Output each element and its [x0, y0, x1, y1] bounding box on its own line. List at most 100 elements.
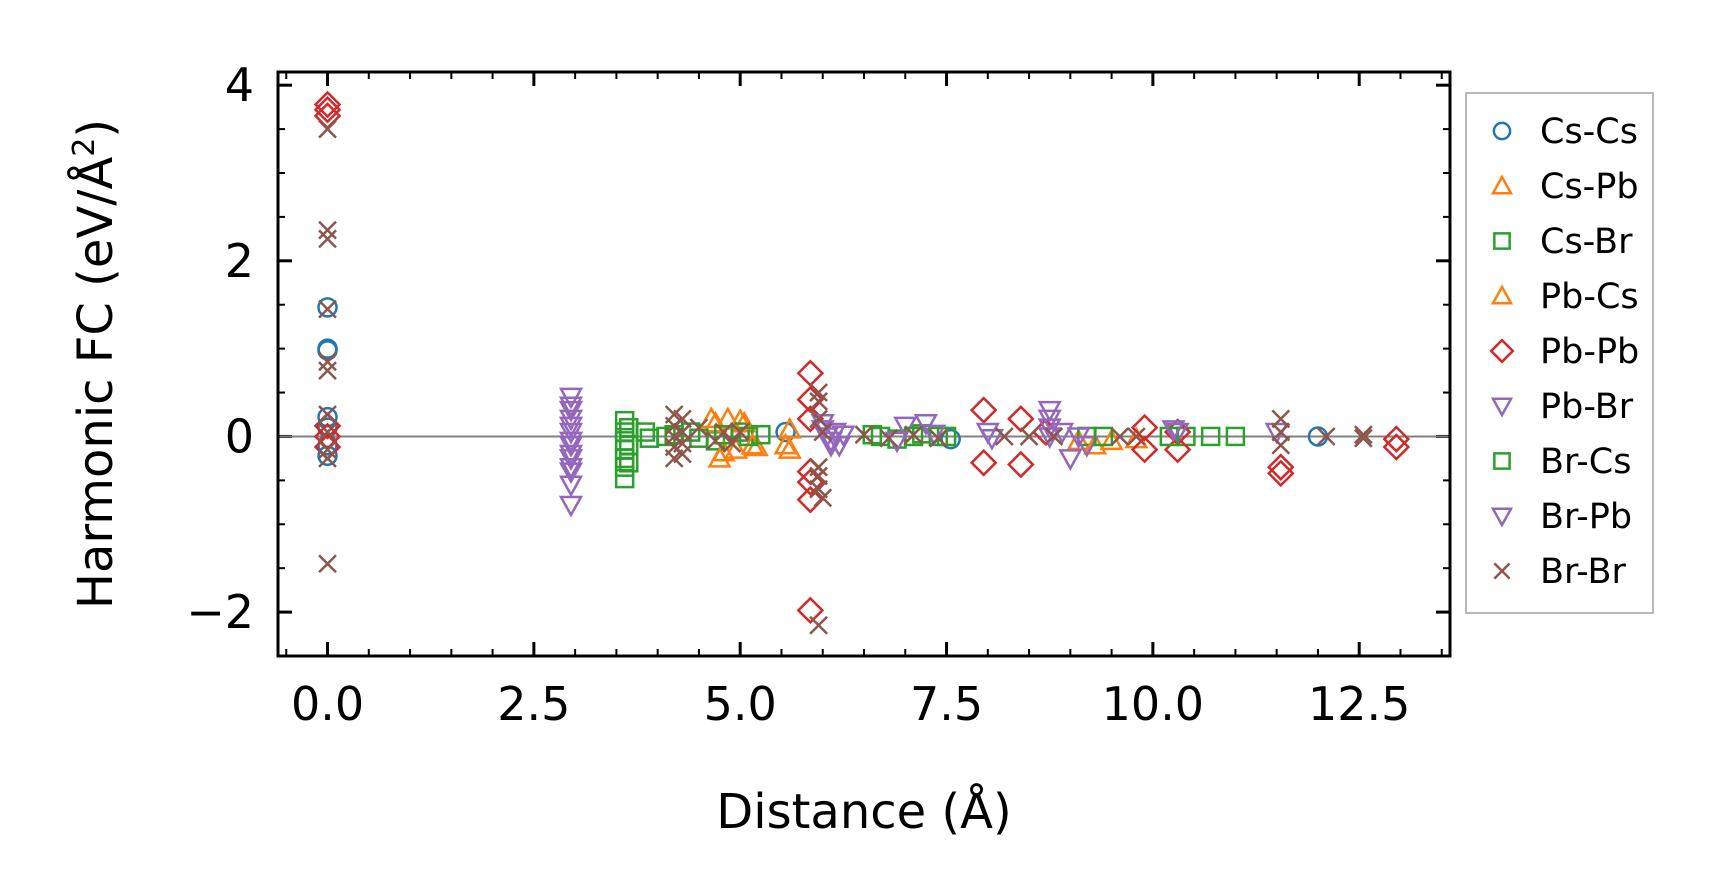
legend-marker-cs-pb	[1490, 174, 1514, 195]
legend-marker-cs-cs	[1492, 121, 1512, 141]
data-point-br-pb	[831, 425, 856, 448]
data-point-pb-cs	[711, 439, 736, 462]
data-point-br-pb	[558, 400, 584, 423]
legend-label-pb-pb: Pb-Pb	[1540, 332, 1639, 372]
data-point-br-pb	[558, 444, 584, 467]
data-point-cs-cs	[775, 421, 796, 443]
legend-label-br-cs: Br-Cs	[1540, 442, 1631, 482]
data-point-br-br	[1110, 427, 1130, 446]
data-point-pb-pb	[796, 596, 825, 625]
legend-label-pb-cs: Pb-Cs	[1540, 277, 1639, 317]
tick-labels: 0.0 2.5 5.0 7.5 10.0 12.5 −2 0 2 4	[186, 58, 1410, 731]
data-point-br-br	[318, 361, 337, 380]
data-point-pb-pb	[1382, 433, 1411, 461]
y-tick-label: 2	[225, 234, 254, 288]
data-point-br-cs	[1093, 426, 1114, 447]
data-point-cs-cs	[940, 428, 961, 450]
data-point-br-br	[1271, 422, 1291, 442]
data-point-cs-br	[614, 410, 635, 431]
x-tick-label: 12.5	[1308, 677, 1410, 731]
data-point-br-pb	[558, 416, 584, 439]
legend-label-pb-br: Pb-Br	[1540, 387, 1634, 427]
y-axis-title: Harmonic FC (eV/Å2)	[67, 119, 124, 609]
data-point-pb-pb	[1130, 413, 1159, 442]
y-tick-label: 0	[225, 409, 254, 463]
data-point-cs-pb	[699, 406, 724, 429]
data-point-br-br	[1353, 425, 1373, 445]
data-point-br-br	[673, 409, 692, 429]
legend-label-br-pb: Br-Pb	[1540, 497, 1632, 537]
data-point-pb-br	[558, 495, 584, 518]
data-point-br-br	[904, 425, 923, 445]
data-point-br-cs	[689, 428, 709, 448]
data-point-pb-pb	[796, 485, 825, 514]
data-point-pb-pb	[969, 396, 998, 424]
data-point-br-br	[1271, 409, 1291, 429]
data-points	[313, 90, 1411, 635]
data-point-br-pb	[979, 428, 1005, 451]
data-point-cs-pb	[773, 432, 798, 455]
data-point-pb-br	[1165, 422, 1190, 445]
data-point-pb-pb	[313, 90, 342, 119]
series-br-br	[318, 119, 1373, 635]
data-point-br-cs	[1159, 426, 1180, 447]
data-point-cs-cs	[317, 297, 338, 318]
y-tick-label: −2	[186, 585, 254, 639]
y-tick-label: 4	[225, 58, 254, 112]
data-point-br-pb	[558, 457, 584, 480]
data-point-br-br	[730, 422, 750, 442]
data-point-br-pb	[1066, 427, 1091, 450]
data-point-cs-cs	[317, 340, 338, 361]
data-point-pb-br	[558, 396, 584, 419]
data-point-br-br	[318, 119, 337, 139]
data-point-br-pb	[818, 431, 844, 454]
legend-box	[1465, 92, 1654, 614]
data-point-br-cs	[619, 453, 639, 473]
legend-marker-br-pb	[1490, 507, 1514, 528]
data-point-br-cs	[639, 428, 660, 448]
data-point-br-br	[879, 428, 899, 448]
data-point-cs-pb	[723, 437, 749, 459]
data-point-br-br	[809, 457, 828, 477]
series-br-pb	[558, 400, 1186, 480]
data-point-br-br	[1316, 427, 1336, 446]
data-point-br-br	[318, 299, 337, 319]
data-point-pb-pb	[1007, 405, 1035, 433]
data-point-br-br	[722, 434, 742, 453]
legend-marker-br-br	[1493, 562, 1511, 580]
data-point-br-br	[1271, 435, 1291, 455]
data-point-br-br	[318, 449, 337, 468]
y-axis-title-superscript: 2	[67, 138, 102, 157]
data-point-br-br	[1019, 427, 1039, 446]
legend-label-cs-pb: Cs-Pb	[1540, 167, 1639, 207]
data-point-br-br	[1353, 428, 1373, 448]
data-point-br-br	[318, 229, 337, 249]
data-point-br-br	[673, 444, 692, 464]
legend-label-br-br: Br-Br	[1540, 552, 1627, 592]
legend-label-cs-cs: Cs-Cs	[1540, 112, 1638, 152]
data-point-pb-pb	[969, 449, 998, 477]
x-tick-label: 0.0	[291, 677, 364, 731]
data-point-br-br	[689, 418, 709, 438]
data-point-br-br	[813, 422, 833, 442]
data-point-pb-pb	[1267, 459, 1295, 488]
data-point-br-br	[994, 427, 1014, 446]
data-point-br-br	[318, 220, 337, 240]
data-point-br-br	[318, 422, 337, 442]
x-tick-label: 2.5	[497, 677, 570, 731]
legend-marker-br-cs	[1493, 452, 1511, 470]
legend-marker-pb-pb	[1489, 338, 1515, 364]
data-point-pb-pb	[1382, 425, 1411, 453]
data-point-br-br	[318, 405, 337, 424]
data-point-br-br	[809, 409, 828, 429]
data-point-br-br	[1044, 427, 1064, 446]
data-point-pb-pb	[796, 468, 825, 496]
data-point-pb-br	[558, 409, 584, 432]
data-point-pb-br	[913, 414, 939, 436]
data-point-br-br	[318, 440, 337, 460]
data-point-pb-br	[1058, 449, 1083, 471]
data-point-br-br	[809, 615, 828, 635]
data-point-cs-br	[1200, 426, 1221, 447]
